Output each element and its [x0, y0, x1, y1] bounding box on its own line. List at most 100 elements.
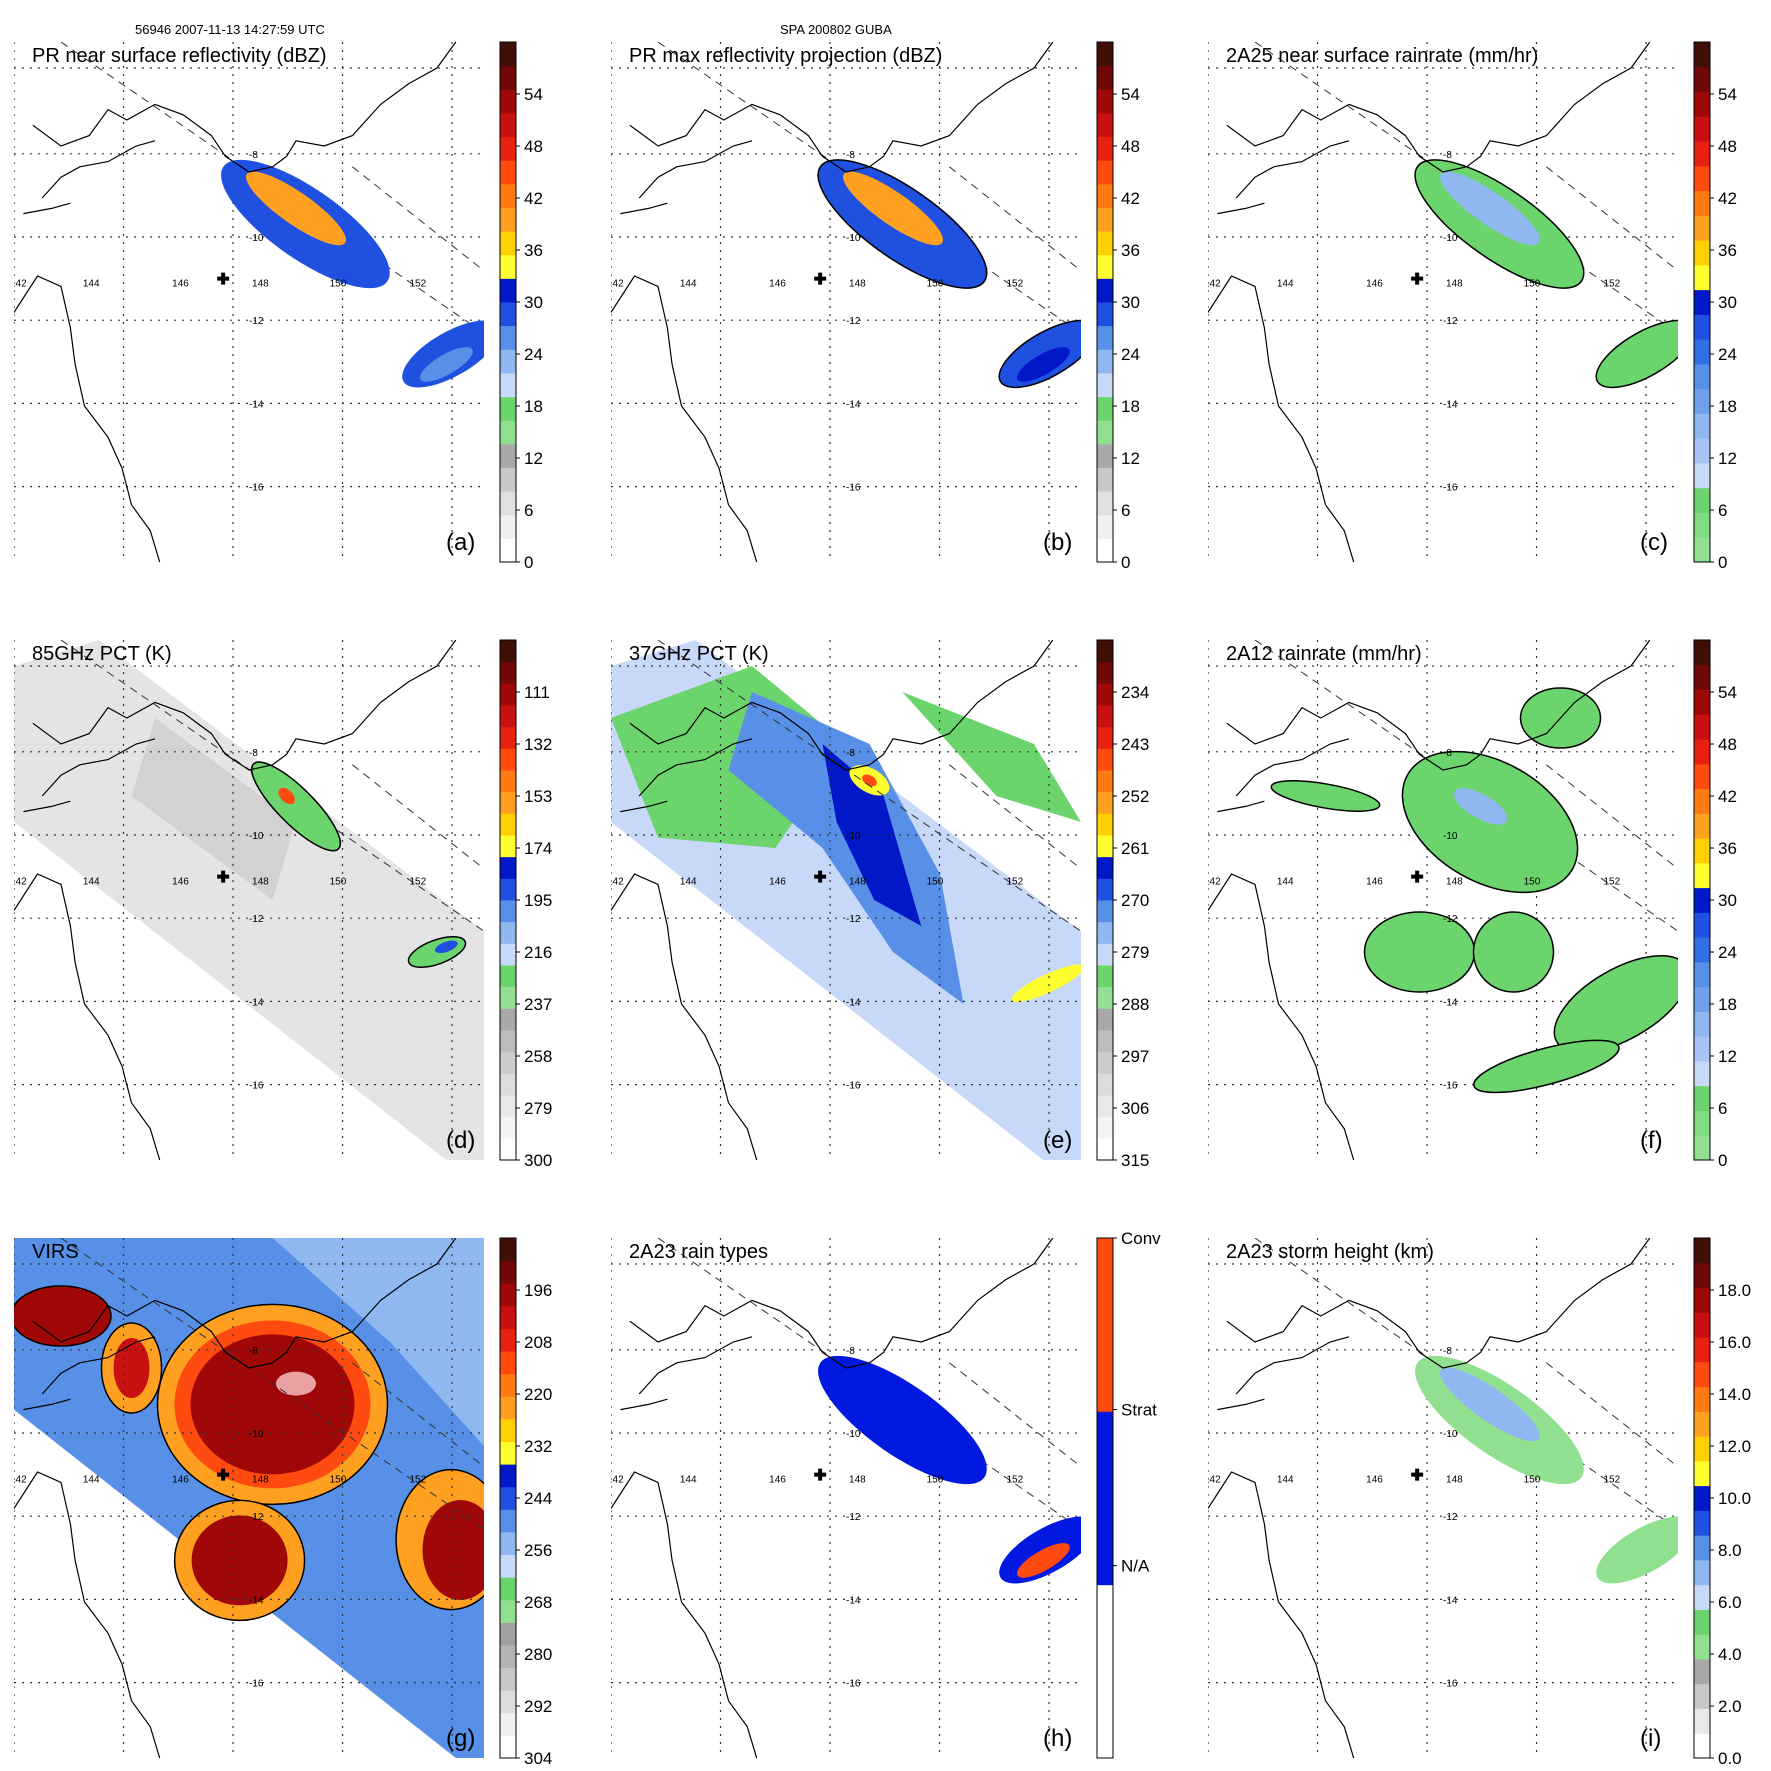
- virs-cloud-top: [190, 1334, 355, 1475]
- colorbar-segment: [1694, 862, 1710, 889]
- colorbar-segment: [1097, 835, 1113, 858]
- rain-moderate: [1453, 788, 1508, 825]
- colorbar-tick-label: 24: [1718, 943, 1737, 962]
- coastline: [32, 640, 457, 771]
- coastline: [14, 873, 161, 1160]
- coastline: [620, 1398, 668, 1411]
- swath-edge: [60, 1238, 484, 1530]
- lon-label: 152: [1007, 278, 1024, 289]
- lat-label: -8: [846, 1346, 855, 1357]
- rain-core: [1440, 171, 1540, 246]
- lon-label: 142: [1204, 1474, 1221, 1485]
- colorbar-tick-label: 237: [524, 995, 552, 1014]
- storm-center-marker: [1411, 272, 1424, 285]
- colorbar-segment: [1694, 413, 1710, 439]
- tb85-swath: [14, 640, 484, 1160]
- colorbar-segment: [1097, 900, 1113, 923]
- virs-coldest: [276, 1371, 316, 1396]
- panel-letter: (g): [446, 1725, 475, 1752]
- storm-center-marker: [814, 272, 827, 285]
- colorbar-segment: [500, 900, 516, 923]
- virs-cloud-top: [113, 1338, 150, 1398]
- colorbar-segment: [500, 1328, 516, 1352]
- colorbar-segment: [1694, 1411, 1710, 1437]
- colorbar-segment: [500, 42, 516, 67]
- coastline: [23, 202, 71, 215]
- colorbar-segment: [1097, 1008, 1113, 1031]
- colorbar-tick-label: 279: [1121, 943, 1149, 962]
- lat-label: -14: [249, 997, 264, 1008]
- map-content: 142 144 146 148 150 152 -8 -10 -12 -14 -16: [1204, 1238, 1678, 1758]
- colorbar-tick-label: 30: [1718, 891, 1737, 910]
- lon-label: 144: [1277, 278, 1294, 289]
- map-content: 142 144 146 148 150 152 -8 -10 -12 -14 -16: [14, 640, 484, 1160]
- colorbar-tick-label: 208: [524, 1333, 552, 1352]
- lat-label: -8: [249, 748, 258, 759]
- lat-label: -16: [846, 1081, 861, 1092]
- colorbar-tick-label: 54: [1718, 85, 1737, 104]
- colorbar-segment: [500, 112, 516, 138]
- colorbar-tick-label: 30: [1121, 293, 1140, 312]
- lat-label: -12: [1443, 914, 1458, 925]
- colorbar-tick-label: 196: [524, 1281, 552, 1300]
- lon-label: 148: [1446, 876, 1463, 887]
- colorbar-segment: [1097, 160, 1113, 185]
- lon-label: 144: [680, 876, 697, 887]
- colorbar-tick-label: 244: [524, 1489, 552, 1508]
- colorbar-segment: [1694, 1460, 1710, 1487]
- lon-label: 142: [607, 278, 624, 289]
- colorbar-segment: [500, 1008, 516, 1031]
- colorbar-segment: [1097, 791, 1113, 814]
- coastline: [14, 1471, 161, 1758]
- colorbar-segment: [1097, 965, 1113, 988]
- lat-label: -12: [846, 1512, 861, 1523]
- colorbar-segment: [1694, 339, 1710, 365]
- colorbar-segment: [1694, 1559, 1710, 1586]
- colorbar-segment: [500, 986, 516, 1009]
- map-content: 142 144 146 148 150 152 -8 -10 -12 -14 -16: [611, 1238, 1081, 1758]
- coastline: [1208, 873, 1355, 1160]
- colorbar-segment: [500, 705, 516, 728]
- colorbar-tick-label: 24: [1121, 345, 1140, 364]
- colorbar-segment: [1694, 887, 1710, 913]
- colorbar-tick-label: 220: [524, 1385, 552, 1404]
- colorbar-segment: [1694, 42, 1710, 68]
- colorbar-segment: [1694, 1683, 1710, 1709]
- colorbar-segment: [1097, 813, 1113, 836]
- panel-title: 2A12 rainrate (mm/hr): [1226, 643, 1422, 665]
- lon-label: 144: [680, 1474, 697, 1485]
- lat-label: -10: [1443, 831, 1458, 842]
- colorbar-segment: [1097, 986, 1113, 1009]
- colorbar-segment: [1694, 1135, 1710, 1161]
- colorbar-tick-label: 18.0: [1718, 1281, 1751, 1300]
- colorbar-segment: [1097, 183, 1113, 208]
- colorbar-segment: [500, 1351, 516, 1375]
- colorbar-tick-label: 232: [524, 1437, 552, 1456]
- lat-label: -8: [1443, 748, 1452, 759]
- lat-label: -8: [249, 1346, 258, 1357]
- colorbar-tick-label: 234: [1121, 683, 1149, 702]
- coastline: [1217, 202, 1265, 215]
- lat-label: -14: [249, 399, 264, 410]
- lat-label: -16: [1443, 1081, 1458, 1092]
- colorbar-segment: [500, 278, 516, 303]
- colorbar-segment: [500, 1622, 516, 1646]
- lon-label: 152: [1007, 1474, 1024, 1485]
- lon-label: 152: [1604, 1474, 1621, 1485]
- colorbar-segment: [1694, 689, 1710, 715]
- lat-label: -16: [846, 1679, 861, 1690]
- lon-label: 144: [1277, 1474, 1294, 1485]
- colorbar-segment: [1694, 961, 1710, 988]
- colorbar-segment: [500, 325, 516, 350]
- colorbar-segment: [1097, 302, 1113, 327]
- colorbar-tick-label: 36: [1121, 241, 1140, 260]
- ice-scatter-core: [278, 787, 295, 805]
- colorbar-tick-label: 306: [1121, 1099, 1149, 1118]
- colorbar-tick-label: 6.0: [1718, 1593, 1742, 1612]
- lon-label: 152: [1604, 278, 1621, 289]
- panel-letter: (e): [1043, 1127, 1072, 1154]
- storm-center-marker: [217, 272, 230, 285]
- lat-label: -10: [846, 1429, 861, 1440]
- lat-label: -10: [1443, 1429, 1458, 1440]
- panel-title: PR near surface reflectivity (dBZ): [32, 45, 327, 67]
